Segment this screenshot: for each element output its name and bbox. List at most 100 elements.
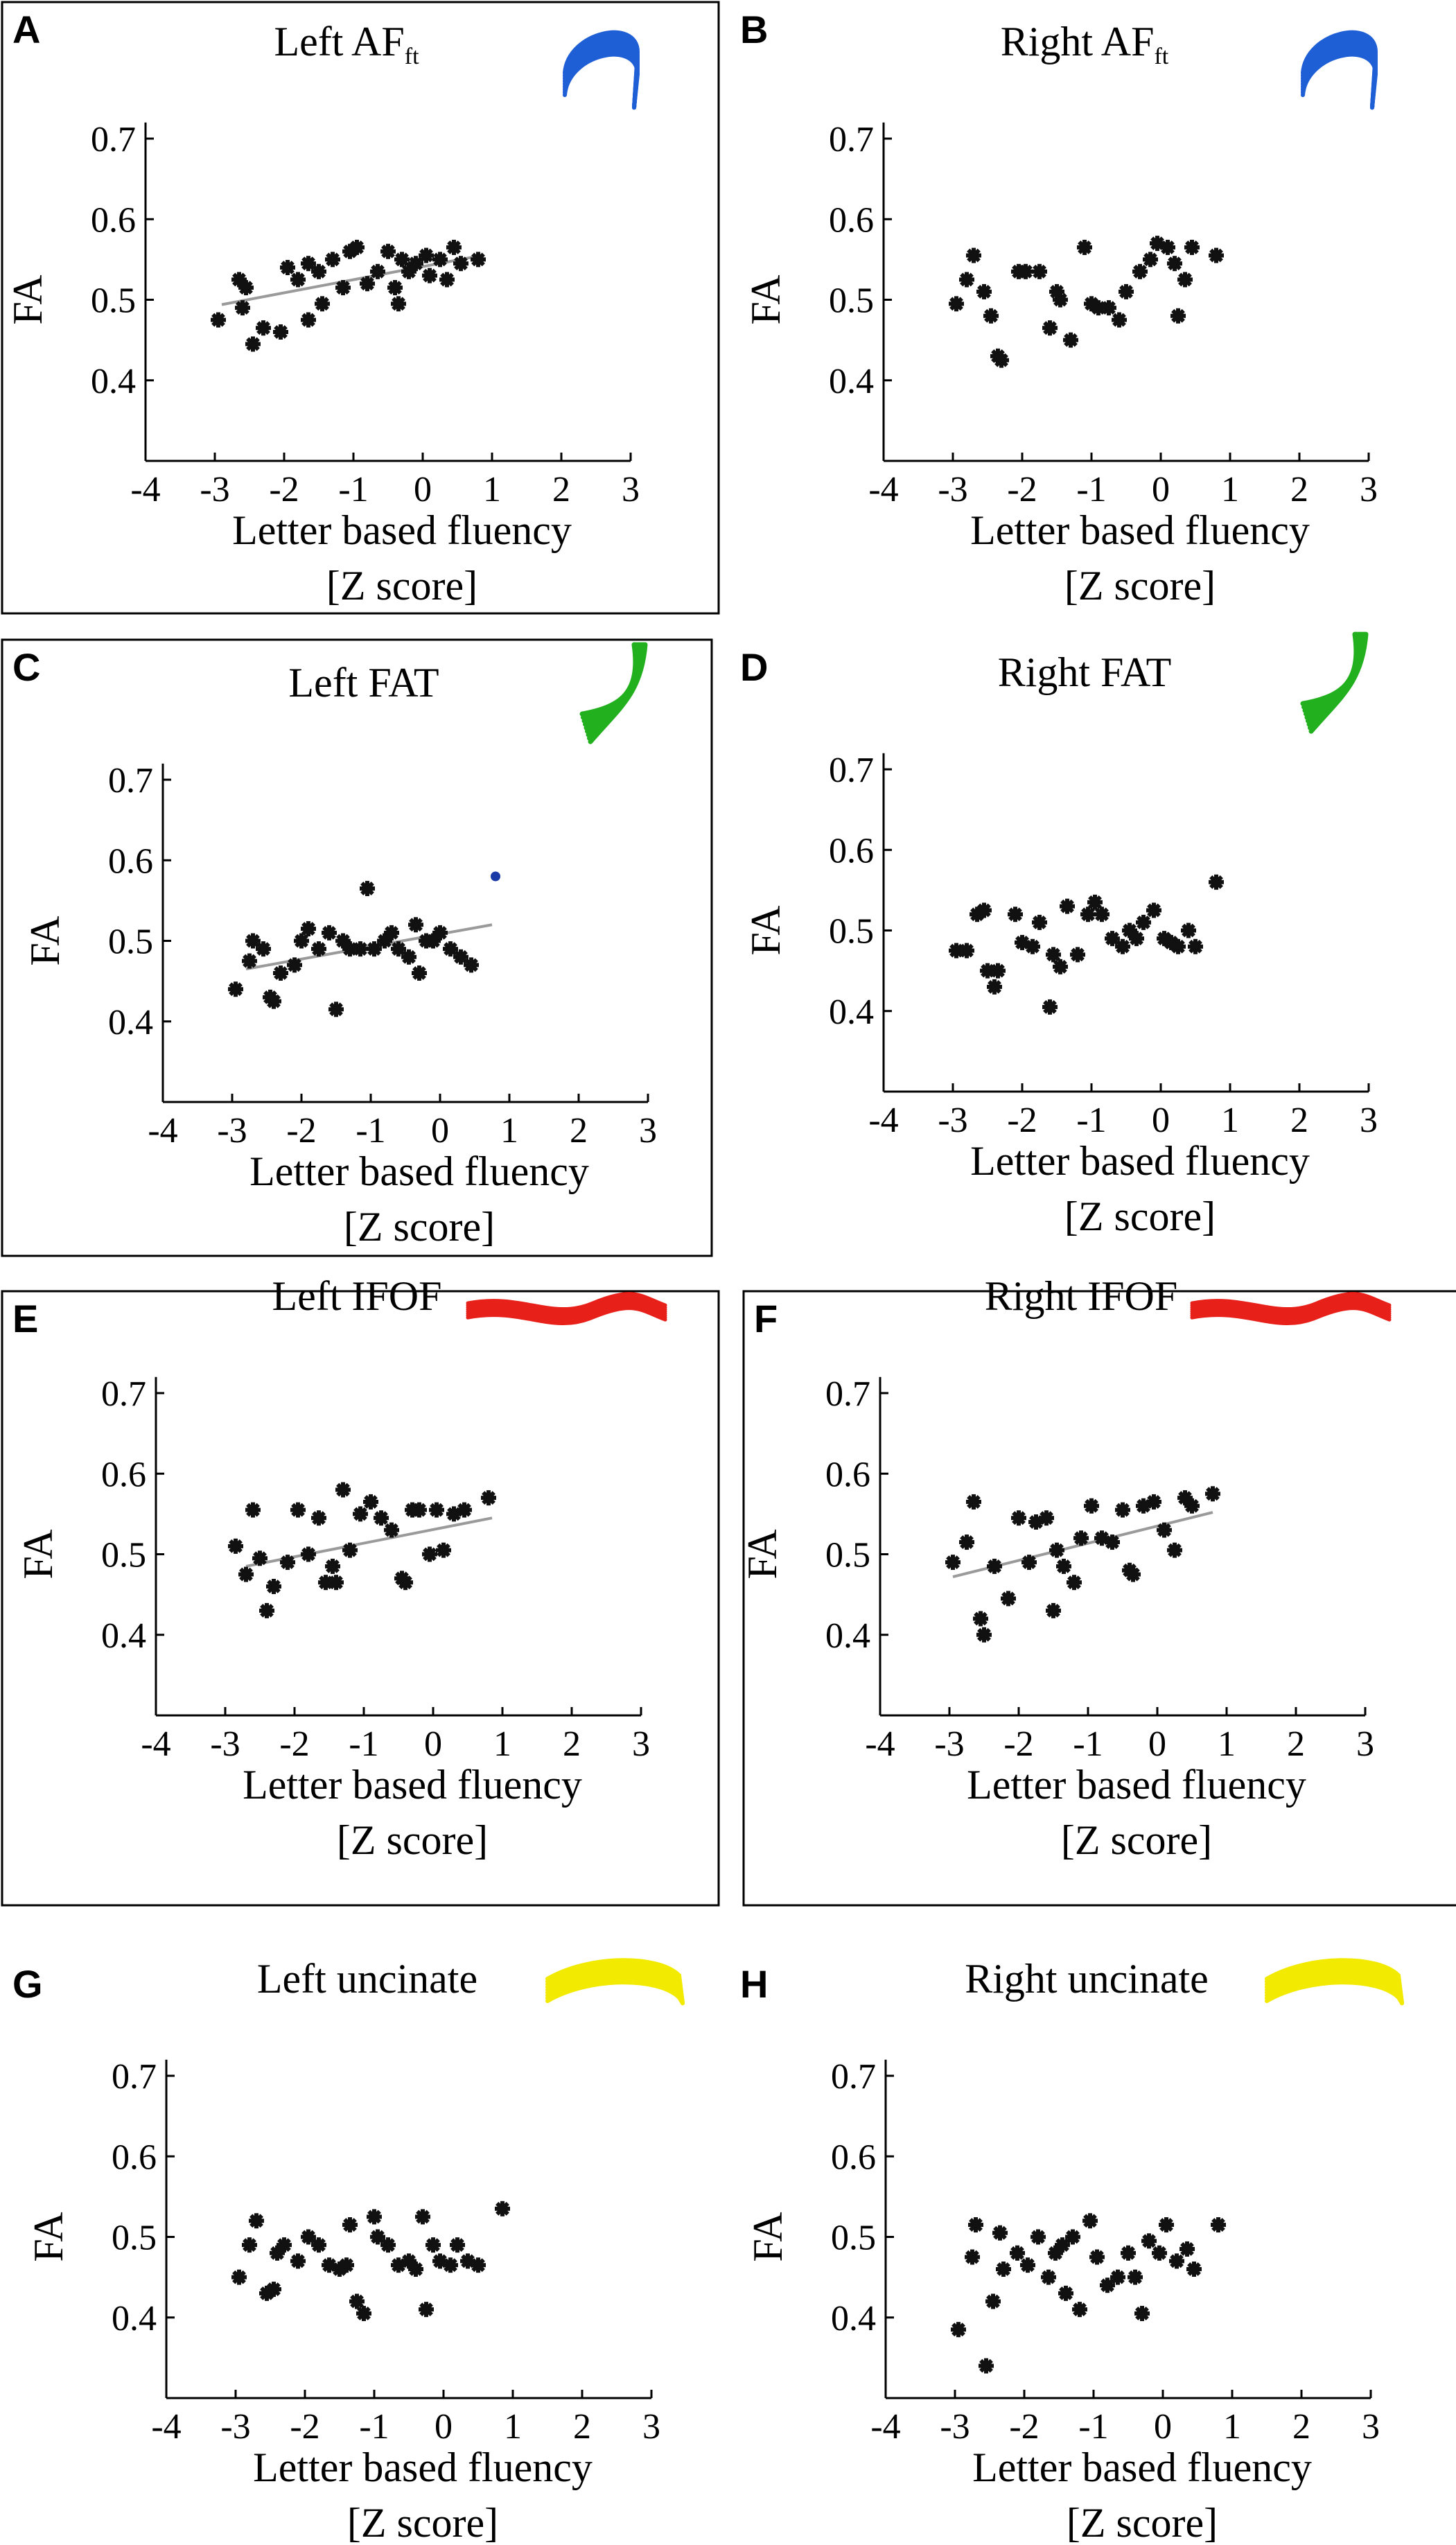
x-axis-title: Letter based fluency — [253, 2445, 593, 2490]
x-tick-label: 3 — [632, 1724, 650, 1764]
data-point-core — [253, 2217, 260, 2225]
data-point-core — [997, 2229, 1003, 2237]
data-point — [301, 256, 316, 272]
data-point — [1211, 2217, 1226, 2233]
data-point-core — [991, 983, 998, 990]
data-point-core — [1033, 1519, 1040, 1525]
panel-title-main: Left FAT — [288, 660, 439, 706]
data-point-core — [315, 1514, 322, 1522]
x-axis-title: Letter based fluency — [967, 1762, 1306, 1808]
x-tick-label: 0 — [431, 1111, 449, 1151]
tract-fiber — [1265, 1961, 1404, 2006]
data-point — [432, 2253, 448, 2269]
x-tick-label: -3 — [938, 1101, 967, 1140]
data-point-core — [419, 2213, 426, 2221]
data-point — [419, 2302, 434, 2318]
data-point-core — [1046, 1003, 1053, 1011]
data-point — [301, 921, 316, 937]
data-point — [966, 1494, 981, 1510]
data-point — [408, 256, 423, 272]
panel-title-subscript: ft — [1154, 44, 1168, 69]
tract-fiber — [579, 642, 638, 717]
data-point — [1055, 2237, 1070, 2253]
data-point — [959, 1534, 974, 1550]
data-point-core — [347, 2221, 353, 2229]
data-point-core — [371, 2213, 378, 2221]
x-tick-label: -4 — [151, 2407, 181, 2447]
data-point — [391, 941, 406, 957]
x-tick-label: 0 — [1148, 1724, 1166, 1764]
panel-d: D Right FAT -4 -3 -2 -1 0 1 2 3 0.4 0.5 0.6 0.7 Letter… — [740, 631, 1378, 1239]
data-point-core — [329, 1562, 336, 1570]
data-point — [1141, 2233, 1157, 2249]
data-point — [996, 2262, 1011, 2277]
x-tick-label: 1 — [1218, 1724, 1236, 1764]
tract-fiber — [1265, 1966, 1404, 2006]
data-point — [231, 2269, 247, 2285]
panel-f: F Right IFOF -4 -3 -2 -1 0 1 2 3 0.4 0.5 0.6 0.7 Lette… — [739, 1273, 1456, 1907]
data-point — [311, 941, 326, 957]
data-point-core — [1036, 918, 1043, 926]
tract-fiber — [1190, 1306, 1392, 1326]
data-point — [380, 2237, 396, 2253]
data-point — [238, 1566, 254, 1582]
data-point-core — [395, 945, 402, 953]
data-point-core — [426, 1550, 433, 1558]
y-axis-title: FA — [26, 2212, 71, 2262]
data-point-core — [1081, 243, 1088, 251]
x-tick-label: 0 — [414, 470, 432, 509]
x-tick-label: 2 — [570, 1111, 588, 1151]
data-point — [1008, 907, 1023, 922]
data-point-core — [357, 1510, 364, 1518]
x-tick-label: 0 — [1152, 1101, 1170, 1140]
y-tick-label: 0.6 — [829, 200, 874, 240]
data-point — [1132, 263, 1148, 279]
data-point-core — [1130, 1571, 1137, 1578]
data-point-core — [305, 316, 312, 324]
tract-fiber — [1190, 1304, 1392, 1324]
data-point-core — [1154, 240, 1161, 247]
panel-letter: C — [12, 645, 40, 689]
data-point — [1181, 922, 1196, 938]
y-tick-label: 0.4 — [829, 362, 874, 401]
data-point-core — [295, 2257, 301, 2265]
y-tick-label: 0.5 — [825, 1536, 870, 1575]
data-point — [1073, 1530, 1089, 1546]
y-tick-label: 0.7 — [829, 751, 874, 790]
data-point-core — [249, 1506, 256, 1514]
x-tick-label: -4 — [865, 1724, 895, 1764]
data-point — [280, 260, 295, 275]
tract-fiber — [1265, 1975, 1404, 2006]
data-point — [1152, 2245, 1167, 2261]
panel-frame — [1, 1, 720, 615]
data-point-core — [239, 304, 246, 312]
data-point-core — [1114, 2273, 1121, 2281]
data-point-core — [984, 967, 991, 974]
data-point — [432, 925, 448, 941]
tract-fiber — [1308, 631, 1369, 734]
x-tick-label: -3 — [940, 2407, 970, 2447]
data-point-core — [1182, 1494, 1189, 1502]
data-point-core — [1067, 336, 1074, 344]
data-point-core — [374, 2233, 381, 2241]
data-point-core — [972, 2221, 979, 2229]
y-axis-title: FA — [5, 274, 51, 324]
y-tick-label: 0.5 — [112, 2219, 157, 2258]
data-point-core — [305, 1550, 312, 1558]
data-point-core — [1140, 1502, 1147, 1510]
data-point — [342, 941, 358, 957]
x-tick-label: -3 — [200, 470, 229, 509]
data-point — [471, 2257, 486, 2273]
y-tick-label: 0.4 — [825, 1616, 870, 1656]
data-point — [1089, 2249, 1105, 2265]
tract-icon — [466, 1292, 667, 1326]
data-point — [301, 1546, 316, 1562]
data-point — [985, 2293, 1001, 2309]
data-point — [439, 272, 455, 288]
data-point-core — [326, 2262, 333, 2269]
data-point-core — [412, 921, 419, 929]
data-point — [1167, 1542, 1182, 1558]
data-point-core — [260, 324, 267, 332]
data-point-core — [1060, 1562, 1067, 1570]
x-tick-label: 2 — [1290, 1101, 1308, 1140]
